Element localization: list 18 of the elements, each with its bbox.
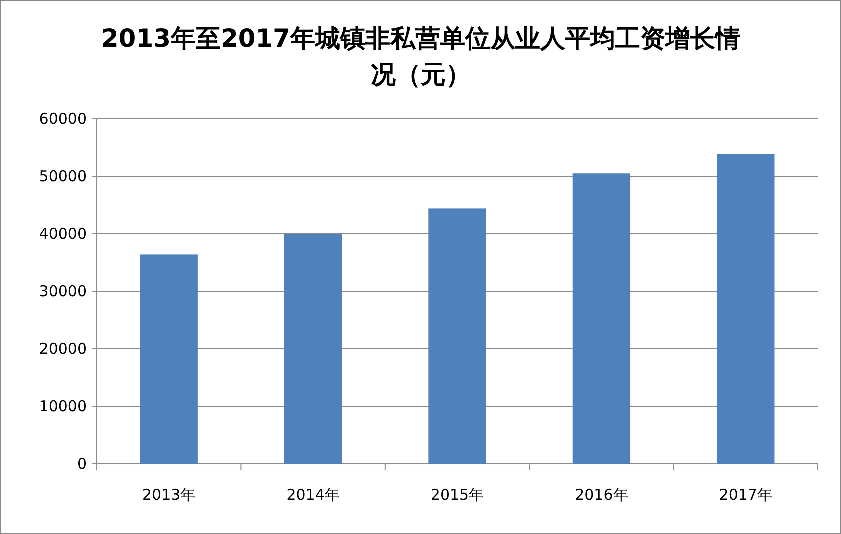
- x-tick-label: 2017年: [719, 486, 772, 504]
- bar: [284, 234, 342, 464]
- bar: [428, 208, 486, 464]
- y-tick-label: 30000: [39, 282, 87, 300]
- y-tick-label: 40000: [39, 225, 87, 243]
- y-tick-label: 10000: [39, 398, 87, 416]
- y-tick-label: 50000: [39, 168, 87, 186]
- chart-title: 2013年至2017年城镇非私营单位从业人平均工资增长情况（元）: [100, 23, 742, 91]
- y-tick-label: 60000: [39, 110, 87, 128]
- y-tick-label: 0: [77, 455, 87, 473]
- x-tick-label: 2013年: [142, 486, 196, 504]
- x-tick-label: 2016年: [575, 486, 628, 504]
- x-tick-label: 2014年: [286, 486, 340, 504]
- x-tick-label: 2015年: [430, 486, 484, 504]
- bar: [140, 254, 198, 464]
- bar: [572, 174, 631, 464]
- bar: [717, 154, 775, 464]
- y-tick-label: 20000: [39, 340, 87, 358]
